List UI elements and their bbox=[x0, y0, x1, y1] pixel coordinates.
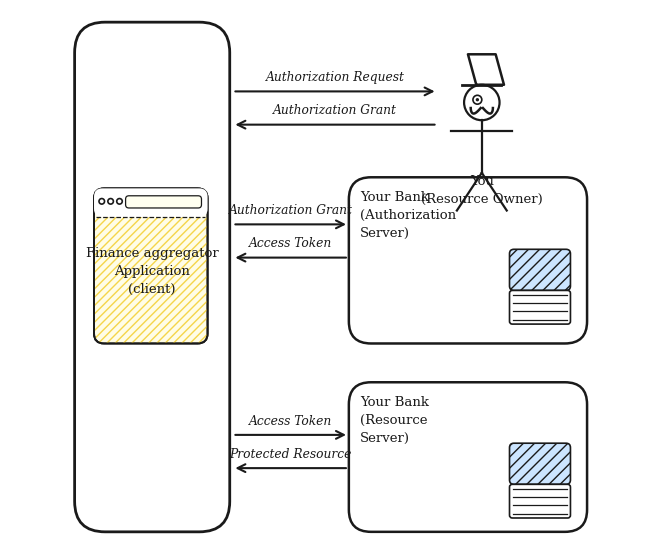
FancyBboxPatch shape bbox=[125, 196, 202, 208]
Text: Authorization Grant: Authorization Grant bbox=[228, 204, 352, 217]
FancyBboxPatch shape bbox=[94, 188, 208, 343]
FancyBboxPatch shape bbox=[509, 443, 570, 484]
Text: Authorization Grant: Authorization Grant bbox=[273, 105, 397, 117]
FancyBboxPatch shape bbox=[349, 382, 587, 532]
Text: Your Bank
(Resource
Server): Your Bank (Resource Server) bbox=[360, 396, 429, 445]
FancyBboxPatch shape bbox=[509, 290, 570, 324]
FancyBboxPatch shape bbox=[509, 249, 570, 290]
FancyBboxPatch shape bbox=[349, 177, 587, 343]
FancyBboxPatch shape bbox=[509, 484, 570, 518]
Text: You
(Resource Owner): You (Resource Owner) bbox=[421, 175, 543, 206]
Text: Access Token: Access Token bbox=[249, 238, 332, 250]
Text: Finance aggregator
Application
(client): Finance aggregator Application (client) bbox=[86, 247, 218, 296]
FancyBboxPatch shape bbox=[74, 22, 230, 532]
Text: Protected Resource: Protected Resource bbox=[230, 448, 352, 461]
Text: Your Bank
(Authorization
Server): Your Bank (Authorization Server) bbox=[360, 191, 456, 240]
Text: Access Token: Access Token bbox=[249, 415, 332, 428]
FancyBboxPatch shape bbox=[94, 188, 208, 217]
Circle shape bbox=[476, 98, 479, 101]
Text: Authorization Request: Authorization Request bbox=[265, 71, 405, 84]
